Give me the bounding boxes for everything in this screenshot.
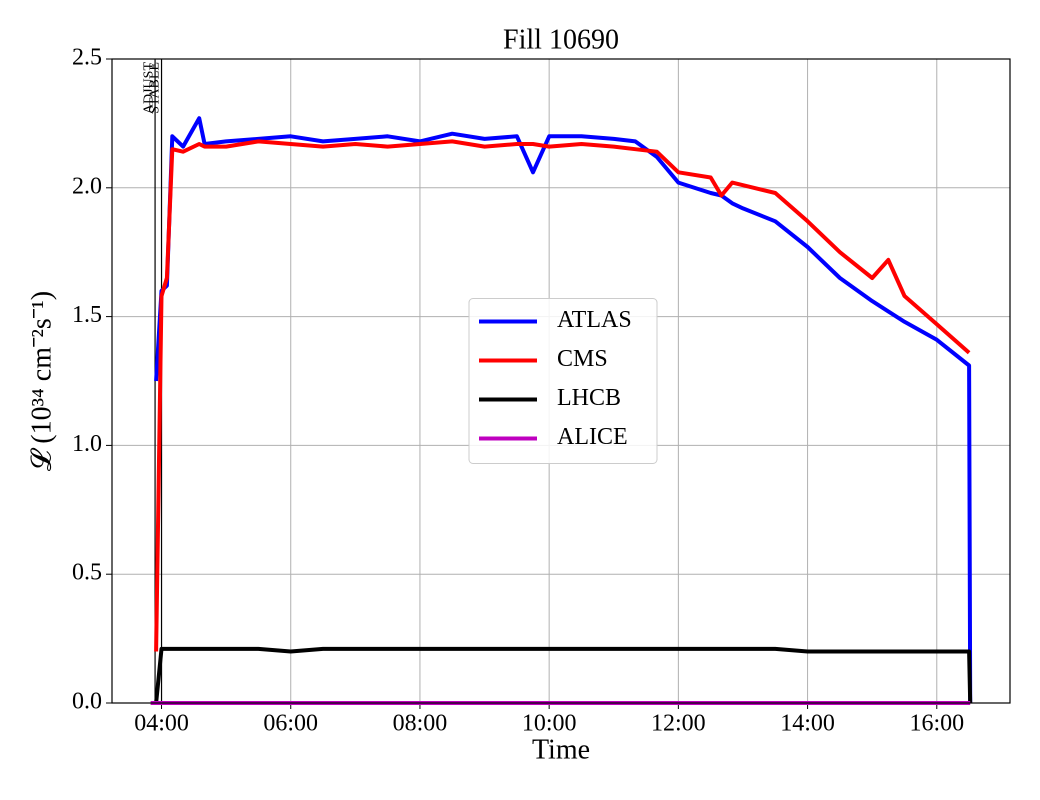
- legend-label: ALICE: [557, 424, 628, 450]
- legend-label: ATLAS: [557, 307, 632, 333]
- y-axis-label: 𝓛 (10³⁴ cm⁻²s⁻¹): [26, 291, 57, 471]
- plot-frame: [111, 58, 1011, 704]
- y-tick-label: 0.0: [72, 689, 102, 715]
- legend-box: [468, 298, 658, 464]
- chart-title: Fill 10690: [503, 24, 619, 55]
- y-tick-label: 2.5: [72, 45, 102, 71]
- x-tick-label: 10:00: [522, 711, 577, 737]
- legend: ATLAS CMS LHCB ALICE: [468, 298, 658, 464]
- y-tick-label: 2.0: [72, 173, 102, 199]
- legend-label: CMS: [557, 346, 608, 372]
- x-tick-label: 04:00: [134, 711, 189, 737]
- series-line: [154, 139, 971, 652]
- y-tick-label: 1.5: [72, 302, 102, 328]
- x-tick-label: 08:00: [393, 711, 448, 737]
- x-tick-label: 14:00: [780, 711, 835, 737]
- annotation-label: STABLE: [148, 62, 163, 114]
- legend-label: LHCB: [557, 385, 621, 411]
- annotation-label: ADJUST: [141, 62, 156, 115]
- series-line: [150, 646, 973, 705]
- x-tick-label: 12:00: [651, 711, 706, 737]
- x-axis-label: Time: [532, 734, 590, 765]
- x-tick-label: 06:00: [263, 711, 318, 737]
- x-tick-label: 16:00: [909, 711, 964, 737]
- y-tick-label: 1.0: [72, 431, 102, 457]
- y-tick-label: 0.5: [72, 560, 102, 586]
- series-line: [154, 116, 973, 704]
